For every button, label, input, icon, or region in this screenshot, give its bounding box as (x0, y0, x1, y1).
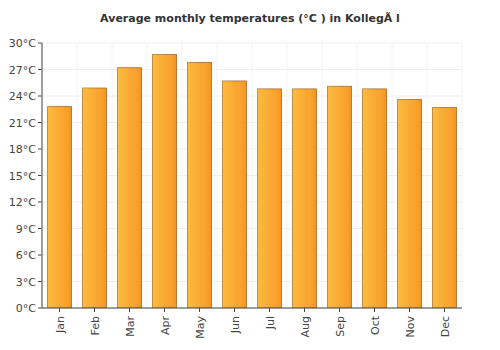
x-tick-label: Aug (299, 316, 312, 337)
bar (223, 81, 247, 308)
x-tick-label: Oct (369, 315, 382, 335)
grid-line-vertical (322, 43, 323, 308)
y-tick (38, 69, 42, 70)
y-tick-label: 0°C (16, 302, 36, 315)
bar-shade (188, 62, 212, 308)
x-tick (374, 308, 375, 312)
grid-line-vertical (392, 43, 393, 308)
y-tick-label: 12°C (9, 196, 36, 209)
x-tick (304, 308, 305, 312)
y-tick-label: 3°C (16, 276, 36, 289)
x-axis (42, 308, 462, 309)
bar-shade (398, 100, 422, 308)
bar-shade (223, 81, 247, 308)
x-tick-label: Nov (404, 316, 417, 338)
bar (258, 89, 282, 308)
bar (83, 88, 107, 308)
grid-line-vertical (252, 43, 253, 308)
bar (328, 86, 352, 308)
grid-line-vertical (287, 43, 288, 308)
y-tick-label: 15°C (9, 170, 36, 183)
x-tick (59, 308, 60, 312)
bar (398, 100, 422, 308)
x-tick-label: Dec (439, 316, 452, 337)
x-tick (269, 308, 270, 312)
bar (118, 68, 142, 308)
x-tick (444, 308, 445, 312)
x-tick-label: Jun (229, 316, 242, 334)
x-tick-label: Apr (159, 316, 172, 336)
y-tick (38, 149, 42, 150)
y-tick (38, 43, 42, 44)
grid-line-vertical (77, 43, 78, 308)
grid-line-vertical (112, 43, 113, 308)
y-tick (38, 122, 42, 123)
bar-shade (433, 107, 457, 308)
y-tick (38, 202, 42, 203)
bar (433, 107, 457, 308)
y-tick-label: 24°C (9, 90, 36, 103)
x-tick (409, 308, 410, 312)
grid-line-vertical (217, 43, 218, 308)
bar-shade (48, 107, 72, 308)
x-tick (199, 308, 200, 312)
y-tick-label: 18°C (9, 143, 36, 156)
grid-line-vertical (427, 43, 428, 308)
bar (363, 89, 387, 308)
x-tick (339, 308, 340, 312)
grid-line-vertical (462, 43, 463, 308)
x-tick-label: Feb (89, 316, 102, 335)
x-tick-label: May (194, 316, 207, 339)
x-tick (234, 308, 235, 312)
y-tick-label: 27°C (9, 64, 36, 77)
bar (293, 89, 317, 308)
x-tick (164, 308, 165, 312)
bar-shade (293, 89, 317, 308)
x-tick (129, 308, 130, 312)
bar-shade (363, 89, 387, 308)
y-tick (38, 255, 42, 256)
x-tick-label: Jul (264, 316, 277, 330)
bar-shade (258, 89, 282, 308)
x-tick (94, 308, 95, 312)
chart-svg: Average monthly temperatures (°C ) in Ko… (0, 0, 500, 350)
x-tick-label: Sep (334, 316, 347, 337)
grid-line-vertical (42, 43, 43, 308)
bar-shade (328, 86, 352, 308)
y-tick-label: 9°C (16, 223, 36, 236)
bar-shade (118, 68, 142, 308)
grid-line-vertical (357, 43, 358, 308)
y-tick (38, 281, 42, 282)
chart-container: Average monthly temperatures (°C ) in Ko… (0, 0, 500, 350)
x-tick-label: Mar (124, 316, 137, 337)
y-tick-label: 21°C (9, 117, 36, 130)
x-tick-label: Jan (54, 316, 67, 334)
y-tick-label: 30°C (9, 37, 36, 50)
y-axis (42, 43, 43, 308)
y-tick-label: 6°C (16, 249, 36, 262)
grid-line (42, 308, 462, 309)
y-tick (38, 308, 42, 309)
y-tick (38, 228, 42, 229)
grid-line-vertical (147, 43, 148, 308)
y-tick (38, 96, 42, 97)
bars (48, 54, 457, 308)
bar (48, 107, 72, 308)
bar (153, 54, 177, 308)
bar-shade (153, 54, 177, 308)
grid-line-vertical (182, 43, 183, 308)
chart-title: Average monthly temperatures (°C ) in Ko… (100, 12, 400, 25)
bar-shade (83, 88, 107, 308)
bar (188, 62, 212, 308)
y-tick (38, 175, 42, 176)
